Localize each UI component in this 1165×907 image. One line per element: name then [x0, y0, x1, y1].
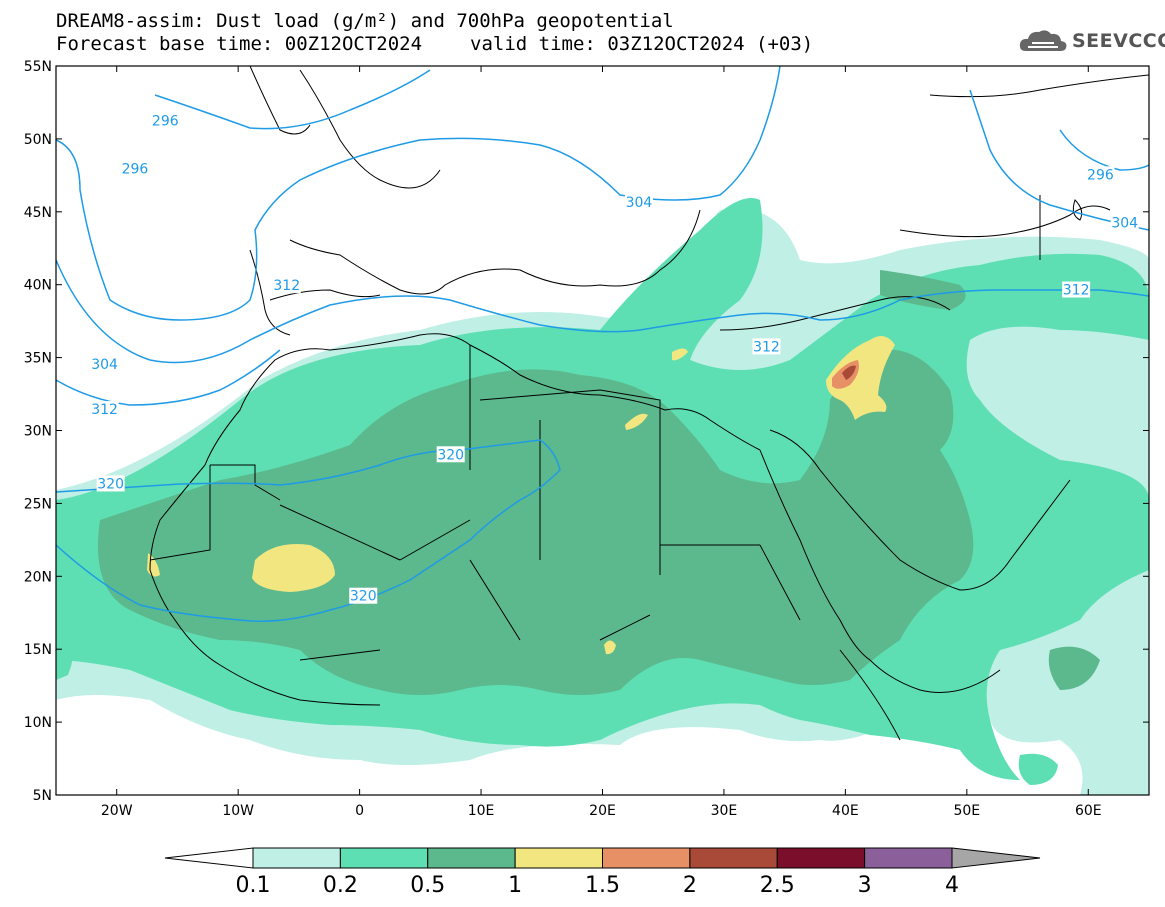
contour-label-bg: [752, 338, 781, 355]
colorbar-label: 3: [858, 873, 872, 898]
lat-tick-label: 40N: [24, 278, 52, 294]
lat-tick-label: 45N: [24, 205, 52, 221]
lat-tick-label: 25N: [24, 496, 52, 512]
lat-tick-label: 55N: [24, 59, 52, 75]
contour-label-bg: [1062, 281, 1091, 298]
contour-label: 304: [91, 357, 118, 373]
contour-label: 304: [626, 195, 653, 211]
base-time: Forecast base time: 00Z12OCT2024: [56, 33, 423, 55]
contour-label: 296: [122, 162, 149, 178]
lon-tick-label: 20W: [101, 803, 133, 819]
colorbar-high-triangle: [951, 847, 1041, 869]
valid-time: valid time: 03Z12OCT2024 (+03): [470, 33, 814, 55]
colorbar-label: 2: [683, 873, 697, 898]
lat-tick-label: 35N: [24, 351, 52, 367]
lat-tick-label: 20N: [24, 569, 52, 585]
contour-label-bg: [436, 446, 465, 463]
lon-tick-label: 50E: [953, 803, 980, 819]
lon-tick-label: 60E: [1075, 803, 1102, 819]
lon-tick-label: 10W: [222, 803, 254, 819]
contour-labels: 296 296 304 296 304 312 312 312 304 312 320 320 320: [90, 112, 1139, 605]
contour-label: 320: [437, 447, 464, 463]
lon-tick-label: 30E: [711, 803, 738, 819]
contour-label: 304: [1111, 215, 1138, 231]
contour-label-bg: [151, 112, 180, 129]
lon-tick-label: 20E: [589, 803, 616, 819]
dust-level-1: [147, 336, 895, 655]
colorbar-box: [689, 847, 778, 869]
contour-label-bg: [624, 194, 653, 211]
contour-label: 312: [753, 339, 780, 355]
contour-label: 320: [97, 476, 124, 492]
colorbar-label: 1.5: [585, 873, 620, 898]
contour-label-bg: [90, 355, 119, 372]
map-title: DREAM8-assim: Dust load (g/m²) and 700hP…: [56, 10, 674, 32]
lon-tick-label: 40E: [832, 803, 859, 819]
contour-label-bg: [1086, 166, 1115, 183]
longitude-axis: 20W 10W 0 10E 20E 30E 40E 50E 60E: [101, 66, 1102, 819]
colorbar-label: 0.2: [323, 873, 358, 898]
contour-label-bg: [120, 160, 149, 177]
colorbar-label: 4: [945, 873, 959, 898]
colorbar: 0.1 0.2 0.5 1 1.5 2 2.5 3 4: [164, 847, 1041, 898]
lat-tick-label: 50N: [24, 132, 52, 148]
colorbar-box: [776, 847, 866, 869]
contour-label: 296: [1087, 167, 1114, 183]
contour-label-bg: [1110, 214, 1139, 231]
colorbar-label: 2.5: [760, 873, 795, 898]
contour-label-bg: [349, 587, 378, 604]
colorbar-low-triangle: [164, 847, 254, 869]
seevccc-logo: SEEVCCC: [1018, 26, 1165, 56]
lat-tick-label: 15N: [24, 642, 52, 658]
colorbar-box: [514, 847, 603, 869]
contour-label: 312: [1063, 283, 1090, 299]
geopotential-contours: [56, 66, 1149, 622]
colorbar-label: 0.5: [410, 873, 445, 898]
colorbar-label: 1: [508, 873, 522, 898]
dust-level-2: [842, 365, 856, 380]
colorbar-box: [339, 847, 429, 869]
lat-tick-label: 10N: [24, 715, 52, 731]
map-area: 296 296 304 296 304 312 312 312 304 312 320 320 320: [56, 66, 1149, 795]
lat-tick-label: 5N: [33, 788, 52, 804]
coastlines-borders: [149, 66, 1149, 741]
contour-label-bg: [90, 401, 119, 418]
lon-tick-label: 10E: [468, 803, 495, 819]
contour-label: 296: [152, 113, 179, 129]
latitude-axis: 55N 50N 45N 40N 35N 30N 25N 20N 15N 10N 5N: [24, 59, 1149, 804]
forecast-times: Forecast base time: 00Z12OCT2024 valid ti…: [56, 34, 813, 54]
contour-label-bg: [96, 475, 125, 492]
contour-label: 320: [350, 589, 377, 605]
contour-label: 312: [91, 402, 118, 418]
colorbar-box: [252, 847, 341, 869]
lon-tick-label: 0: [355, 803, 364, 819]
colorbar-box: [602, 847, 691, 869]
logo-text: SEEVCCC: [1072, 30, 1165, 52]
colorbar-box: [427, 847, 516, 869]
cloud-logo-icon: [1019, 30, 1067, 51]
colorbar-label: 0.1: [236, 873, 271, 898]
contour-label: 312: [273, 278, 300, 294]
contour-label-bg: [272, 277, 301, 294]
lat-tick-label: 30N: [24, 424, 52, 440]
colorbar-box: [864, 847, 953, 869]
